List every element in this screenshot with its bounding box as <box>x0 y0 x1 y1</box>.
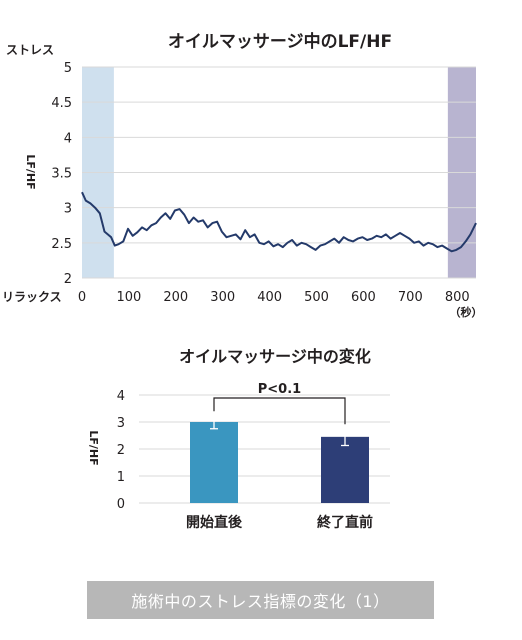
line-x-tick-label: 200 <box>163 290 188 305</box>
bar-y-axis-label: LF/HF <box>87 430 100 465</box>
bar-y-tick-label: 4 <box>117 389 125 404</box>
caption-banner: 施術中のストレス指標の変化（1） <box>87 581 434 619</box>
line-x-tick-label: 400 <box>257 290 282 305</box>
stress-label: ストレス <box>6 43 54 57</box>
x-unit-label: （秒） <box>450 305 483 319</box>
bar-1 <box>190 422 238 503</box>
caption-text: 施術中のストレス指標の変化（1） <box>131 592 390 611</box>
relax-label: リラックス <box>2 290 62 304</box>
bar-y-tick-label: 1 <box>117 470 125 485</box>
bar-category-label: 開始直後 <box>186 514 243 531</box>
line-y-tick-label: 4 <box>64 131 72 146</box>
line-y-axis-label: LF/HF <box>24 154 37 189</box>
lf-hf-bar-chart: オイルマッサージ中の変化 LF/HF 4 3 2 1 0 開始直後 終了直前 P<0.1 <box>87 347 390 531</box>
significance-label: P<0.1 <box>258 382 301 397</box>
line-y-tick-label: 3 <box>64 202 72 217</box>
lf-hf-line-chart: オイルマッサージ中のLF/HF ストレス リラックス LF/HF （秒） 5 4.… <box>2 31 483 319</box>
bar-category-label: 終了直前 <box>317 514 373 531</box>
line-x-tick-label: 0 <box>78 290 86 305</box>
line-x-tick-label: 700 <box>398 290 423 305</box>
line-x-tick-label: 100 <box>116 290 141 305</box>
lf-hf-series-line <box>81 191 477 253</box>
significance-bracket <box>213 397 346 425</box>
line-y-tick-label: 4.5 <box>51 96 72 111</box>
line-x-tick-label: 600 <box>351 290 376 305</box>
bar-2 <box>321 436 369 503</box>
bar-y-tick-label: 0 <box>117 497 125 512</box>
line-y-tick-label: 2 <box>64 272 72 287</box>
line-x-tick-label: 500 <box>304 290 329 305</box>
line-x-tick-label: 800 <box>445 290 470 305</box>
line-y-tick-label: 2.5 <box>51 237 72 252</box>
bar-y-tick-label: 2 <box>117 443 125 458</box>
line-y-tick-label: 5 <box>64 61 72 76</box>
bar-chart-title: オイルマッサージ中の変化 <box>179 347 371 366</box>
line-chart-title: オイルマッサージ中のLF/HF <box>168 31 392 52</box>
bar-y-tick-label: 3 <box>117 416 125 431</box>
line-y-tick-label: 3.5 <box>51 167 72 182</box>
line-x-tick-label: 300 <box>210 290 235 305</box>
